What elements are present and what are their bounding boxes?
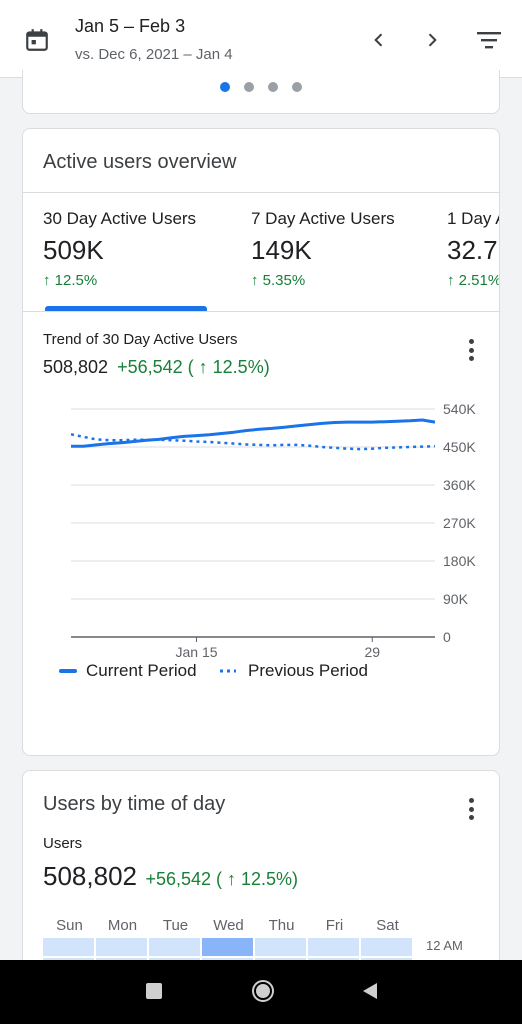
y-tick-label: 360K — [443, 477, 476, 493]
day-label: Wed — [213, 917, 244, 934]
metric-change: ↑ 2.51% — [447, 272, 500, 289]
divider — [23, 311, 499, 312]
active-users-line-chart: 0 90K 180K 270K 360K 450K 540K Jan 15 29 Current … — [59, 401, 476, 680]
carousel-indicator — [220, 82, 302, 92]
trend-summary: 508,802 +56,542 ( ↑ 12.5%) — [43, 357, 270, 378]
previous-period-line — [70, 433, 436, 451]
y-tick-label: 180K — [443, 553, 476, 569]
day-label: Tue — [162, 917, 189, 934]
y-tick-label: 0 — [443, 629, 451, 645]
carousel-dot[interactable] — [292, 82, 302, 92]
users-value: 508,802 — [43, 861, 137, 891]
tab-30-day-active-users[interactable]: 30 Day Active Users 509K ↑ 12.5% — [43, 209, 196, 289]
trend-change: +56,542 ( ↑ 12.5%) — [117, 357, 270, 377]
legend-label-current: Current Period — [86, 661, 197, 680]
current-period-line — [71, 418, 436, 448]
tab-1-day-active-users[interactable]: 1 Day Active Users 32.7 ↑ 2.51% — [447, 209, 500, 289]
legend-label-previous: Previous Period — [248, 661, 368, 680]
weekday-labels: Sun Mon Tue Wed Thu Fri Sat — [43, 917, 414, 934]
more-options-icon[interactable] — [468, 798, 474, 820]
trend-value: 508,802 — [43, 357, 109, 377]
carousel-dot[interactable] — [220, 82, 230, 92]
y-tick-label: 270K — [443, 515, 476, 531]
metric-label: Users — [43, 835, 83, 852]
metric-change: ↑ 5.35% — [251, 272, 306, 289]
card-title: Active users overview — [43, 151, 237, 173]
more-options-icon[interactable] — [468, 339, 474, 361]
divider — [23, 192, 499, 193]
system-nav-bar — [0, 960, 522, 1024]
day-label: Sat — [376, 917, 399, 934]
heatmap-row — [43, 938, 414, 956]
y-tick-label: 90K — [443, 591, 469, 607]
metric-change: ↑ 12.5% — [43, 272, 98, 289]
heatmap-cell[interactable] — [361, 938, 412, 956]
next-range-button[interactable] — [417, 25, 447, 55]
heatmap-cell[interactable] — [96, 938, 147, 956]
card-title: Users by time of day — [43, 793, 226, 815]
heatmap-cell[interactable] — [149, 938, 200, 956]
date-range-header: Jan 5 – Feb 3 vs. Dec 6, 2021 – Jan 4 — [0, 0, 522, 78]
metric-value: 149K — [251, 235, 312, 265]
chevron-right-icon — [428, 33, 437, 47]
carousel-card — [22, 70, 500, 114]
carousel-dot[interactable] — [244, 82, 254, 92]
calendar-icon[interactable] — [24, 27, 50, 53]
trend-title: Trend of 30 Day Active Users — [43, 331, 238, 348]
metric-value: 32.7 — [447, 235, 498, 265]
users-summary: 508,802 +56,542 ( ↑ 12.5%) — [43, 861, 298, 892]
date-range-title[interactable]: Jan 5 – Feb 3 — [75, 16, 186, 36]
metric-value: 509K — [43, 235, 104, 265]
comparison-range: vs. Dec 6, 2021 – Jan 4 — [75, 46, 233, 63]
metric-label: 7 Day Active Users — [251, 209, 395, 228]
hour-label: 12 AM — [426, 938, 463, 953]
tab-7-day-active-users[interactable]: 7 Day Active Users 149K ↑ 5.35% — [251, 209, 395, 289]
heatmap-cell[interactable] — [308, 938, 359, 956]
day-label: Fri — [325, 917, 344, 934]
previous-range-button[interactable] — [364, 25, 394, 55]
carousel-dot[interactable] — [268, 82, 278, 92]
heatmap-cell[interactable] — [202, 938, 253, 956]
x-tick-label: 29 — [364, 644, 380, 660]
heatmap-cell[interactable] — [255, 938, 306, 956]
home-icon[interactable] — [251, 979, 275, 1003]
metric-label: 30 Day Active Users — [43, 209, 197, 228]
y-tick-label: 450K — [443, 439, 476, 455]
filter-icon — [477, 32, 501, 49]
metric-label: 1 Day Active Users — [447, 209, 499, 228]
active-tab-indicator — [45, 306, 207, 311]
x-tick-label: Jan 15 — [175, 644, 217, 660]
filter-button[interactable] — [474, 25, 504, 55]
users-change: +56,542 ( ↑ 12.5%) — [145, 869, 299, 889]
heatmap-cell[interactable] — [43, 938, 94, 956]
day-label: Mon — [107, 917, 138, 934]
active-users-card: Active users overview 30 Day Active User… — [22, 128, 500, 756]
y-tick-label: 540K — [443, 401, 476, 417]
chevron-left-icon — [374, 33, 383, 47]
day-label: Sun — [56, 917, 83, 934]
back-icon[interactable] — [360, 981, 380, 1001]
day-label: Thu — [268, 917, 295, 934]
recents-icon[interactable] — [146, 983, 162, 999]
